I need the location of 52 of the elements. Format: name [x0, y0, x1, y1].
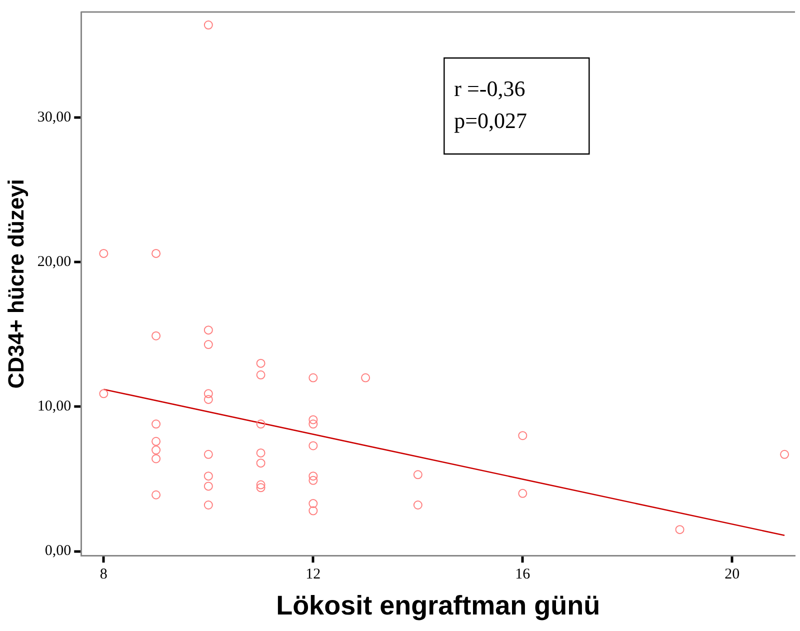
- point: [308, 499, 318, 508]
- point: [204, 500, 213, 510]
- point: [204, 482, 213, 491]
- point: [204, 20, 213, 30]
- point: [518, 488, 528, 498]
- y-tick-label: 10,00: [37, 398, 72, 415]
- point: [413, 500, 422, 510]
- x-tick-label: 16: [515, 566, 531, 583]
- point: [152, 331, 161, 340]
- x-tick-label: 8: [100, 566, 108, 583]
- point: [152, 248, 161, 258]
- point: [204, 450, 213, 459]
- point: [152, 446, 161, 455]
- point: [152, 420, 161, 429]
- point: [256, 480, 266, 490]
- point: [308, 441, 318, 450]
- point: [361, 373, 370, 382]
- point: [780, 450, 790, 459]
- x-tick-label: 12: [306, 566, 321, 583]
- point: [256, 370, 266, 380]
- point: [256, 458, 266, 468]
- y-tick-label: 30,00: [37, 109, 72, 126]
- point: [518, 431, 528, 440]
- point: [152, 490, 161, 500]
- point: [413, 470, 422, 480]
- point: [256, 483, 266, 492]
- point: [256, 448, 266, 458]
- point: [204, 472, 213, 481]
- point: [308, 373, 318, 382]
- point: [675, 525, 684, 534]
- x-axis-title: Lökosit engraftman günü: [276, 590, 600, 620]
- y-tick-label: 0,00: [44, 543, 72, 560]
- annotation: r =-0,36: [454, 76, 526, 101]
- point: [256, 358, 266, 368]
- point: [308, 476, 318, 485]
- point: [308, 415, 318, 424]
- point: [99, 389, 108, 398]
- point: [204, 340, 213, 350]
- point: [204, 394, 213, 404]
- y-axis-title: CD34+ hücre düzeyi: [3, 178, 28, 389]
- point: [204, 326, 213, 335]
- point: [256, 420, 266, 429]
- annotation: p=0,027: [454, 108, 528, 133]
- point: [204, 389, 213, 398]
- point: [308, 420, 318, 429]
- point: [152, 454, 161, 464]
- point: [152, 436, 161, 446]
- point: [308, 472, 318, 481]
- point: [99, 248, 108, 258]
- x-tick-label: 20: [724, 566, 740, 583]
- point: [308, 506, 318, 516]
- y-tick-label: 20,00: [37, 254, 72, 270]
